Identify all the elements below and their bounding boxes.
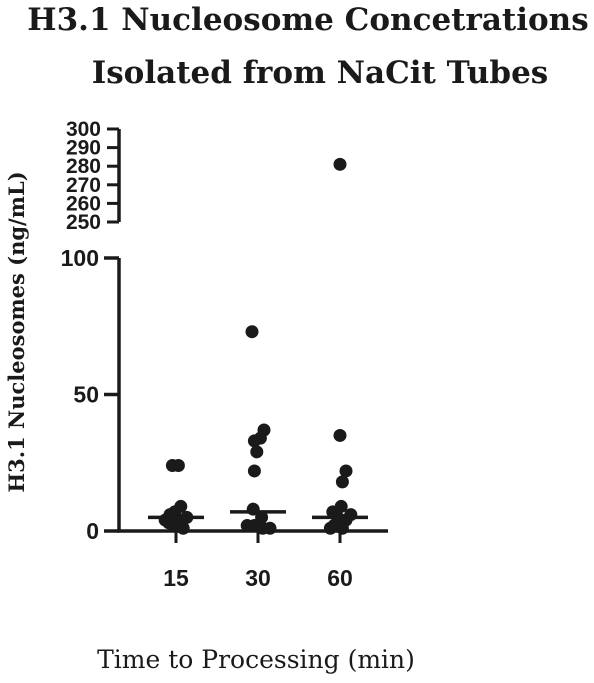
y-tick-label: 280 — [66, 155, 101, 178]
chart-title-line-1: H3.1 Nucleosome Concetrations — [27, 2, 588, 38]
data-point — [246, 502, 260, 516]
y-tick-label: 300 — [66, 118, 101, 141]
y-tick-label: 50 — [73, 382, 99, 408]
y-tick-label: 290 — [66, 137, 101, 160]
y-tick-label: 270 — [66, 174, 101, 197]
data-point — [176, 521, 190, 535]
y-axis-label: H3.1 Nucleosomes (ng/mL) — [4, 171, 29, 492]
x-tick-label: 15 — [163, 565, 189, 591]
data-point — [263, 521, 277, 535]
y-tick-label: 0 — [86, 518, 99, 544]
data-point — [323, 521, 337, 535]
chart-title-line-2: Isolated from NaCit Tubes — [92, 55, 549, 91]
data-point — [247, 464, 261, 478]
data-point — [335, 475, 349, 489]
x-tick-label: 60 — [327, 565, 353, 591]
data-point — [245, 325, 259, 339]
x-axis-label: Time to Processing (min) — [97, 645, 415, 674]
data-point — [250, 445, 264, 459]
data-point — [335, 521, 349, 535]
y-tick-label: 100 — [61, 245, 99, 271]
data-point — [333, 157, 347, 171]
data-point — [247, 434, 261, 448]
data-point — [339, 464, 353, 478]
x-tick-label: 30 — [245, 565, 271, 591]
y-tick-label: 250 — [66, 211, 101, 234]
y-tick-label: 260 — [66, 192, 101, 215]
data-point — [171, 458, 185, 472]
data-point — [333, 428, 347, 442]
